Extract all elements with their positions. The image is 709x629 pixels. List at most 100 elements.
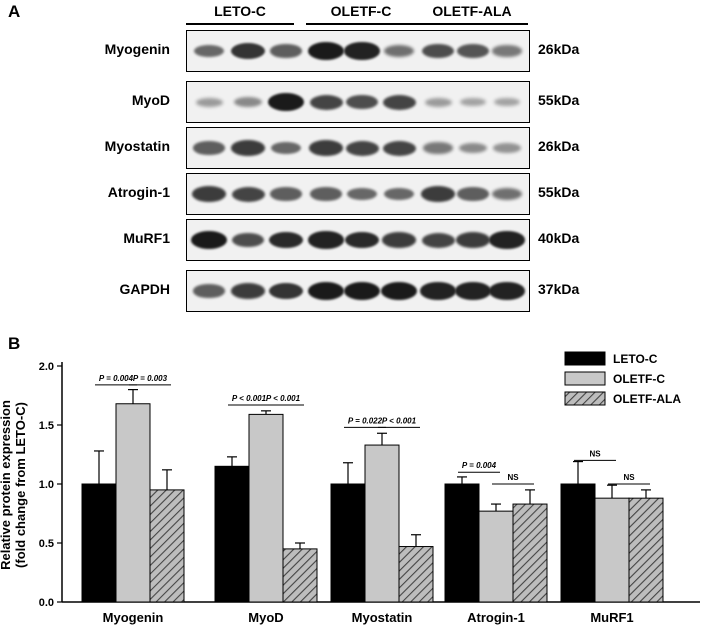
blot-band	[309, 94, 343, 110]
significance-label: P < 0.001	[232, 394, 267, 403]
bar-chart: Relative protein expression (fold change…	[0, 351, 700, 625]
group-line-leto-c	[186, 23, 294, 25]
blot-kda-murf1: 40kDa	[538, 230, 580, 246]
blot-band	[193, 141, 225, 155]
blot-label-gapdh: GAPDH	[119, 281, 170, 297]
bar-oletf-c	[478, 510, 514, 603]
blot-band	[308, 231, 344, 249]
bar-oletf-c	[364, 444, 400, 603]
blot-band	[270, 141, 302, 155]
blot-kda-myod: 55kDa	[538, 92, 580, 108]
blot-band	[382, 94, 416, 110]
legend-swatch-oletf-ala	[564, 391, 606, 406]
significance-label: NS	[507, 473, 519, 482]
y-tick-label: 0.5	[39, 538, 54, 550]
blot-band	[192, 186, 226, 202]
legend-swatch-leto-c	[564, 351, 606, 366]
blot-image-gapdh	[186, 270, 530, 312]
significance-label: P = 0.022	[348, 416, 383, 425]
blot-band	[191, 231, 227, 249]
y-tick-label: 0.0	[39, 597, 54, 609]
blot-band	[308, 282, 344, 300]
blot-band	[231, 283, 265, 299]
blot-band	[457, 187, 489, 201]
blot-band	[231, 232, 265, 248]
blot-label-myostatin: Myostatin	[104, 138, 170, 154]
blot-band	[382, 232, 416, 248]
blot-kda-myostatin: 26kDa	[538, 138, 580, 154]
bar-leto-c	[214, 465, 250, 603]
bar-oletf-c	[594, 497, 630, 603]
blot-band	[421, 186, 455, 202]
significance-label: P < 0.001	[266, 394, 301, 403]
blot-band	[345, 140, 379, 156]
group-label-oletf-ala: OLETF-ALA	[432, 3, 512, 19]
blot-image-atrogin-1	[186, 173, 530, 215]
group-line-oletf-c	[306, 23, 416, 25]
bar-oletf-ala	[628, 497, 664, 603]
blot-band	[345, 94, 379, 110]
blot-band	[421, 43, 455, 59]
blot-band	[459, 97, 487, 107]
y-axis-label-line2: (fold change from LETO-C)	[13, 402, 28, 568]
x-tick-label: Myogenin	[103, 610, 164, 625]
blot-image-murf1	[186, 219, 530, 261]
blot-band	[381, 282, 417, 300]
blot-band	[195, 97, 223, 107]
blot-label-myod: MyoD	[131, 92, 170, 108]
legend-swatch-oletf-c	[564, 371, 606, 386]
blot-band	[268, 93, 304, 111]
bar-oletf-ala	[512, 503, 548, 603]
panel-a-letter: A	[8, 2, 21, 21]
blot-band	[424, 97, 452, 107]
significance-label: NS	[589, 449, 601, 458]
blot-band	[193, 44, 225, 58]
blot-band	[308, 42, 344, 60]
blot-band	[423, 142, 453, 154]
group-line-oletf-ala	[416, 23, 528, 25]
legend-label-oletf-ala: OLETF-ALA	[613, 392, 681, 406]
bar-oletf-c	[115, 403, 151, 603]
y-axis-label-line1: Relative protein expression	[0, 400, 13, 570]
blot-band	[457, 44, 489, 58]
bar-leto-c	[330, 483, 366, 603]
group-label-leto-c: LETO-C	[214, 3, 266, 19]
panel-b-letter: B	[8, 334, 21, 353]
blot-image-myostatin	[186, 127, 530, 169]
x-tick-label: Atrogin-1	[467, 610, 525, 625]
y-tick-label: 1.0	[39, 479, 54, 491]
blot-image-myod	[186, 81, 530, 123]
blot-band	[344, 231, 380, 249]
blot-band	[268, 282, 304, 300]
blot-label-atrogin-1: Atrogin-1	[107, 184, 170, 200]
y-tick-label: 2.0	[39, 361, 54, 373]
blot-band	[344, 42, 380, 60]
blot-band	[420, 282, 456, 300]
significance-label: P = 0.003	[133, 374, 168, 383]
blot-band	[455, 282, 491, 300]
blot-band	[383, 187, 415, 201]
blot-band	[493, 143, 521, 153]
legend-label-leto-c: LETO-C	[613, 352, 658, 366]
significance-label: P = 0.004	[462, 461, 497, 470]
blot-band	[310, 187, 342, 201]
blot-band	[421, 232, 455, 248]
bar-oletf-ala	[282, 548, 318, 603]
blot-band	[270, 44, 302, 58]
blot-label-murf1: MuRF1	[123, 230, 170, 246]
blot-band	[193, 284, 225, 298]
blot-band	[493, 97, 521, 107]
bar-oletf-ala	[398, 546, 434, 603]
blot-band	[456, 232, 490, 248]
bar-leto-c	[81, 483, 117, 603]
x-tick-label: MuRF1	[590, 610, 633, 625]
x-tick-label: Myostatin	[352, 610, 413, 625]
blot-band	[489, 231, 525, 249]
significance-label: P < 0.001	[382, 416, 417, 425]
blot-band	[231, 140, 265, 156]
blot-band	[346, 187, 378, 201]
blot-band	[384, 45, 414, 57]
blot-image-myogenin	[186, 30, 530, 72]
bar-leto-c	[444, 483, 480, 603]
blot-label-myogenin: Myogenin	[104, 41, 170, 57]
